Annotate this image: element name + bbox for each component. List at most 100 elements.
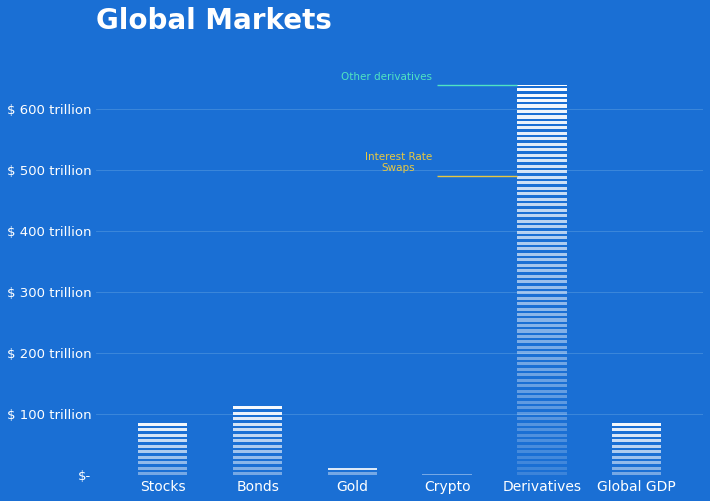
Bar (518, 308, 567, 311)
Bar (233, 439, 282, 442)
Bar (518, 319, 567, 322)
Bar (518, 324, 567, 327)
Bar (518, 214, 567, 217)
Bar (233, 412, 282, 415)
Bar (422, 474, 471, 475)
Bar (518, 241, 567, 244)
Bar (518, 99, 567, 102)
Bar (518, 181, 567, 184)
Bar (612, 450, 661, 453)
Bar (612, 445, 661, 448)
Bar (518, 253, 567, 256)
Text: Interest Rate
Swaps: Interest Rate Swaps (365, 152, 432, 173)
Bar (518, 357, 567, 360)
Bar (518, 187, 567, 190)
Bar (612, 472, 661, 475)
Bar (518, 472, 567, 475)
Bar (138, 472, 187, 475)
Bar (518, 159, 567, 162)
Bar (233, 417, 282, 420)
Bar (233, 461, 282, 464)
Bar (518, 143, 567, 146)
Bar (518, 423, 567, 426)
Bar (518, 225, 567, 228)
Bar (518, 434, 567, 437)
Bar (518, 401, 567, 404)
Text: Other derivatives: Other derivatives (341, 72, 432, 82)
Bar (518, 110, 567, 113)
Bar (138, 456, 187, 459)
Bar (233, 428, 282, 431)
Bar (518, 313, 567, 316)
Text: Global Markets: Global Markets (97, 7, 332, 35)
Bar (518, 115, 567, 119)
Bar (518, 406, 567, 409)
Bar (612, 466, 661, 470)
Bar (233, 466, 282, 470)
Bar (518, 351, 567, 355)
Bar (518, 154, 567, 157)
Bar (518, 203, 567, 206)
Bar (233, 472, 282, 475)
Bar (518, 417, 567, 420)
Bar (612, 434, 661, 437)
Bar (518, 362, 567, 365)
Bar (518, 330, 567, 333)
Bar (518, 198, 567, 201)
Bar (518, 302, 567, 305)
Bar (138, 445, 187, 448)
Bar (612, 423, 661, 426)
Bar (518, 428, 567, 431)
Bar (518, 466, 567, 470)
Bar (518, 132, 567, 135)
Bar (518, 176, 567, 179)
Bar (233, 434, 282, 437)
Bar (518, 368, 567, 371)
Bar (612, 456, 661, 459)
Bar (518, 384, 567, 387)
Bar (518, 412, 567, 415)
Bar (138, 439, 187, 442)
Bar (233, 456, 282, 459)
Bar (518, 269, 567, 272)
Bar (518, 264, 567, 267)
Bar (518, 390, 567, 393)
Bar (518, 148, 567, 151)
Bar (518, 165, 567, 168)
Bar (518, 258, 567, 261)
Bar (518, 461, 567, 464)
Bar (518, 121, 567, 124)
Bar (138, 428, 187, 431)
Bar (518, 88, 567, 91)
Bar (518, 85, 567, 86)
Bar (138, 461, 187, 464)
Bar (518, 286, 567, 289)
Bar (138, 434, 187, 437)
Bar (518, 341, 567, 344)
Bar (518, 373, 567, 376)
Bar (328, 468, 377, 470)
Bar (518, 126, 567, 129)
Bar (612, 439, 661, 442)
Bar (612, 461, 661, 464)
Bar (518, 236, 567, 239)
Bar (233, 450, 282, 453)
Bar (518, 439, 567, 442)
Bar (518, 297, 567, 300)
Bar (233, 423, 282, 426)
Bar (518, 335, 567, 338)
Bar (518, 170, 567, 173)
Bar (518, 395, 567, 398)
Bar (518, 220, 567, 223)
Bar (518, 230, 567, 234)
Bar (518, 379, 567, 382)
Bar (518, 105, 567, 108)
Bar (138, 450, 187, 453)
Bar (518, 275, 567, 278)
Bar (518, 94, 567, 97)
Bar (612, 428, 661, 431)
Bar (518, 137, 567, 140)
Bar (518, 450, 567, 453)
Bar (518, 247, 567, 250)
Bar (138, 466, 187, 470)
